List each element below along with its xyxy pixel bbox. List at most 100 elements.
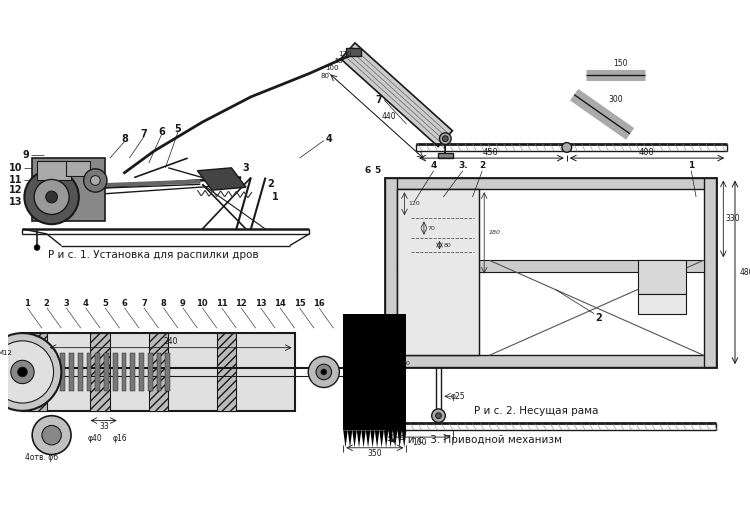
Text: 16: 16 <box>313 300 325 309</box>
Text: 55: 55 <box>334 58 343 64</box>
Text: 1: 1 <box>25 300 30 309</box>
Circle shape <box>432 409 445 422</box>
Polygon shape <box>366 430 370 448</box>
Bar <box>122 353 127 392</box>
Polygon shape <box>384 430 388 448</box>
Polygon shape <box>380 430 384 448</box>
Text: 11: 11 <box>216 300 227 309</box>
Text: 7: 7 <box>140 129 147 139</box>
Text: 6: 6 <box>364 166 370 175</box>
Polygon shape <box>352 430 357 448</box>
Polygon shape <box>370 430 375 448</box>
Bar <box>32 158 105 221</box>
Bar <box>22 333 295 411</box>
Text: 6: 6 <box>158 127 165 137</box>
Polygon shape <box>344 314 406 430</box>
Polygon shape <box>340 43 452 147</box>
Text: 6: 6 <box>122 300 128 309</box>
Text: 180: 180 <box>489 230 501 236</box>
Text: 10: 10 <box>9 163 22 173</box>
Text: 3: 3 <box>63 300 69 309</box>
Bar <box>60 353 65 392</box>
Bar <box>91 333 110 411</box>
Polygon shape <box>393 430 398 448</box>
Text: 7: 7 <box>376 95 382 105</box>
Text: 3: 3 <box>243 163 250 173</box>
Text: Р и с. 2. Несущая рама: Р и с. 2. Несущая рама <box>475 406 598 416</box>
Text: 80: 80 <box>320 73 329 79</box>
Text: 8: 8 <box>160 300 166 309</box>
Text: 4отв. φ6: 4отв. φ6 <box>26 453 58 462</box>
Bar <box>66 161 91 176</box>
Text: 4: 4 <box>430 161 436 170</box>
Text: 7: 7 <box>141 300 147 309</box>
Bar <box>104 353 109 392</box>
Circle shape <box>436 413 442 419</box>
Bar <box>148 333 168 411</box>
Text: 450: 450 <box>483 148 499 157</box>
Text: 5: 5 <box>374 166 380 175</box>
Text: 4: 4 <box>326 134 332 144</box>
Polygon shape <box>357 430 362 448</box>
Bar <box>37 161 71 180</box>
Text: 2: 2 <box>267 179 274 189</box>
Text: 9: 9 <box>180 300 186 309</box>
Text: 70: 70 <box>427 226 436 230</box>
Text: 2: 2 <box>44 300 50 309</box>
Bar <box>385 178 716 367</box>
Text: 33: 33 <box>99 422 109 431</box>
Text: 80: 80 <box>443 243 451 247</box>
Circle shape <box>562 143 572 152</box>
Bar <box>397 260 704 272</box>
Text: 2: 2 <box>479 161 485 170</box>
Bar <box>217 333 236 411</box>
Text: ◄ Р и с. 3. Приводной механизм: ◄ Р и с. 3. Приводной механизм <box>387 435 562 445</box>
Circle shape <box>46 191 58 203</box>
Circle shape <box>32 415 71 454</box>
Bar <box>69 353 74 392</box>
Bar <box>346 48 361 56</box>
Text: 440: 440 <box>382 112 396 121</box>
Polygon shape <box>402 430 406 448</box>
Polygon shape <box>344 430 348 448</box>
Text: 240: 240 <box>164 337 178 346</box>
Bar <box>130 353 135 392</box>
Polygon shape <box>388 430 393 448</box>
Bar <box>385 178 397 367</box>
Text: 330: 330 <box>726 214 740 223</box>
Circle shape <box>442 136 448 142</box>
Circle shape <box>91 176 101 185</box>
Text: 11: 11 <box>9 176 22 186</box>
Text: 30: 30 <box>403 361 410 365</box>
Text: 5: 5 <box>102 300 108 309</box>
Circle shape <box>34 179 69 214</box>
Text: 8: 8 <box>121 134 128 144</box>
Bar <box>148 353 153 392</box>
Bar <box>704 178 716 367</box>
Circle shape <box>42 426 62 445</box>
Text: 350: 350 <box>367 449 382 458</box>
Text: M12: M12 <box>0 350 13 355</box>
Text: 5: 5 <box>175 124 181 134</box>
Text: 12: 12 <box>236 300 247 309</box>
Text: 4: 4 <box>82 300 88 309</box>
Bar <box>78 353 82 392</box>
Bar <box>385 178 716 189</box>
Text: 15: 15 <box>293 300 305 309</box>
Text: Р и с. 1. Установка для распилки дров: Р и с. 1. Установка для распилки дров <box>48 251 259 260</box>
Text: 9: 9 <box>22 150 29 160</box>
Circle shape <box>440 133 452 145</box>
Text: 170: 170 <box>338 51 352 57</box>
Text: φ16: φ16 <box>112 434 127 443</box>
Circle shape <box>0 341 53 403</box>
Bar <box>157 353 161 392</box>
Polygon shape <box>362 430 366 448</box>
Text: 300: 300 <box>608 95 622 104</box>
Text: φ25: φ25 <box>451 392 465 401</box>
Bar <box>112 353 118 392</box>
Circle shape <box>17 367 27 377</box>
Bar <box>638 294 686 314</box>
Circle shape <box>10 360 34 384</box>
Polygon shape <box>348 430 352 448</box>
Text: 100: 100 <box>412 438 426 447</box>
